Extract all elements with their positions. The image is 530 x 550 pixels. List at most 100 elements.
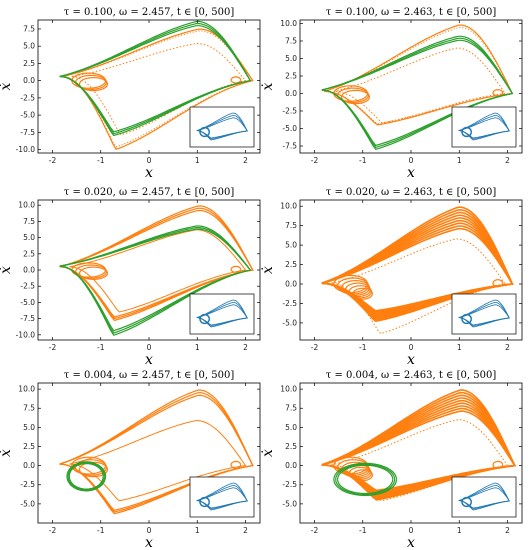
y-axis-label: ẋ [260,82,276,90]
y-tick-label: 2.5 [23,442,35,451]
x-tick-label: 1 [195,156,200,165]
inset-frame [451,293,517,335]
y-tick-label: 7.5 [23,217,35,226]
series-green-line [333,462,398,497]
y-tick-label: -2.5 [20,93,35,102]
inset-plot [451,106,517,148]
x-tick-label: 0 [409,526,414,535]
series-green-line [336,464,394,495]
inset-trajectory [196,117,248,139]
plot-area [59,389,254,515]
series-orange-well-loop [333,456,369,475]
y-tick-label: -5.0 [20,298,35,307]
x-tick-label: 0 [147,526,152,535]
y-axis-label: ẋ [0,266,14,274]
series-orange-well-loop [352,469,373,482]
y-tick-label: 2.5 [285,442,297,451]
x-tick-label: -2 [311,343,319,352]
x-tick-label: 0 [409,156,414,165]
y-tick-label: -5.0 [282,318,297,327]
series-orange-right-well-loop [492,279,504,288]
y-tick-label: -7.5 [20,128,35,137]
series-orange-well-loop [348,285,372,299]
x-tick-label: -1 [359,156,367,165]
inset-plot [189,293,255,335]
x-tick-label: 0 [409,343,414,352]
x-tick-label: 2 [243,156,248,165]
series-orange-inner-loop [71,43,247,136]
series-orange-inner-loop [331,419,509,502]
series-orange-well-loop [71,456,107,475]
x-tick-label: 0 [147,156,152,165]
x-tick-label: 1 [457,156,462,165]
plot-area [321,24,514,150]
y-tick-label: 10.0 [280,19,297,28]
series-orange-well-loop [340,279,371,296]
x-axis-label: x [145,165,153,181]
series-orange-inner-loop [331,238,506,335]
series-orange-well-loop [352,287,373,300]
series-green-line [335,463,396,496]
chart-panel-6: -2 -1 0 1 2 -5.0 -2.5 0.0 2.5 5.0 7.5 10.0 τ = 0.004… [260,370,523,550]
inset-plot [189,106,255,148]
panel-title: τ = 0.020, ω = 2.457, t ∈ [0, 500] [64,187,235,198]
inset-frame [189,293,255,335]
y-tick-label: 7.5 [23,24,35,33]
series-orange-line [321,227,514,312]
y-tick-label: -2.5 [282,107,297,116]
series-orange-line [59,394,254,511]
y-tick-label: 10.0 [18,201,35,210]
series-green-line [67,462,105,491]
y-tick-label: 5.0 [23,42,35,51]
y-tick-label: 5.0 [23,233,35,242]
y-tick-label: 5.0 [285,423,297,432]
series-orange-inner-loop [333,47,506,124]
y-tick-label: 0.0 [285,461,297,470]
inset-frame [189,476,255,518]
inset-well-loop [199,313,211,325]
inset-frame [451,106,517,148]
x-tick-label: 0 [147,343,152,352]
x-tick-label: -2 [49,343,57,352]
y-axis-label: ẋ [260,266,276,274]
series-green-line [68,462,104,490]
y-tick-label: 2.5 [285,72,297,81]
inset-well-loop [461,313,473,325]
series-orange-line [59,209,254,318]
series-orange-well-loop [333,274,369,294]
series-orange-well-loop [74,459,108,476]
x-tick-label: -1 [359,526,367,535]
y-tick-label: 5.0 [285,54,297,63]
y-tick-label: -2.5 [20,282,35,291]
inset-plot [451,476,517,518]
y-tick-label: 7.5 [23,404,35,413]
x-tick-label: 1 [195,526,200,535]
series-orange-right-well-loop [230,76,242,84]
x-tick-label: 2 [505,156,510,165]
y-tick-label: -2.5 [282,299,297,308]
x-tick-label: -2 [311,156,319,165]
series-orange-well-loop [336,277,370,295]
series-orange-right-well-loop [492,88,504,97]
plot-area [321,206,514,335]
inset-trajectory [196,304,248,326]
y-tick-label: -5.0 [20,499,35,508]
series-orange-line [61,28,254,151]
y-tick-label: -5.0 [20,111,35,120]
series-green-line [59,228,252,332]
x-tick-label: -1 [97,526,105,535]
inset-plot [189,476,255,518]
y-tick-label: 7.5 [285,37,297,46]
y-tick-label: -7.5 [20,314,35,323]
x-tick-label: -2 [49,526,57,535]
x-tick-label: -2 [49,156,57,165]
series-green-line [66,461,107,492]
chart-panel-2: -2 -1 0 1 2 -7.5 -5.0 -2.5 0.0 2.5 5.0 7.5 10.0 τ = 0… [260,7,523,181]
y-tick-label: -2.5 [20,480,35,489]
x-tick-label: 2 [243,526,248,535]
y-tick-label: 0.0 [23,76,35,85]
x-axis-label: x [407,165,415,181]
x-axis-label: x [407,535,415,550]
inset-frame [451,476,517,518]
